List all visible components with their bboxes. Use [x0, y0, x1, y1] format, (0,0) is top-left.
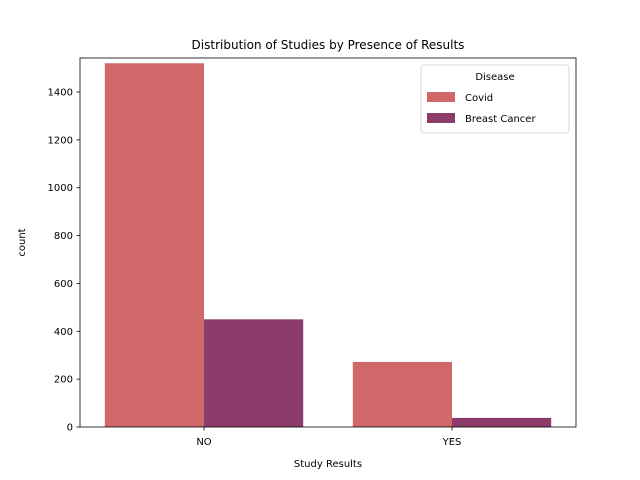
legend: Disease Covid Breast Cancer [420, 64, 570, 134]
y-tick-label: 1200 [48, 135, 73, 146]
y-tick-label: 0 [67, 423, 73, 434]
x-tick-label: NO [196, 437, 211, 448]
legend-items: Covid Breast Cancer [427, 92, 536, 125]
bars-group [104, 63, 552, 428]
bar-no-covid [104, 63, 204, 428]
y-tick-label: 1400 [48, 87, 73, 98]
bar-no-breast-cancer [204, 319, 304, 427]
y-tick-label: 1000 [48, 183, 73, 194]
legend-label: Breast Cancer [465, 114, 536, 125]
legend-label: Covid [465, 93, 493, 104]
y-tick-label: 600 [54, 279, 73, 290]
y-axis-label: count [17, 228, 28, 256]
legend-title: Disease [475, 72, 514, 83]
bar-yes-breast-cancer [452, 417, 552, 427]
legend-swatch [427, 92, 455, 102]
y-tick-label: 400 [54, 327, 73, 338]
y-tick-label: 200 [54, 375, 73, 386]
y-axis-ticks: 0 200 400 600 800 1000 1200 1400 [48, 87, 80, 434]
x-axis-ticks: NO YES [196, 427, 461, 448]
chart-title: Distribution of Studies by Presence of R… [192, 38, 465, 52]
legend-box [420, 64, 570, 134]
legend-swatch [427, 113, 455, 123]
x-axis-label: Study Results [294, 459, 362, 470]
y-tick-label: 800 [54, 231, 73, 242]
plot-frame [79, 57, 577, 428]
x-tick-label: YES [442, 437, 462, 448]
bar-yes-covid [352, 361, 452, 427]
